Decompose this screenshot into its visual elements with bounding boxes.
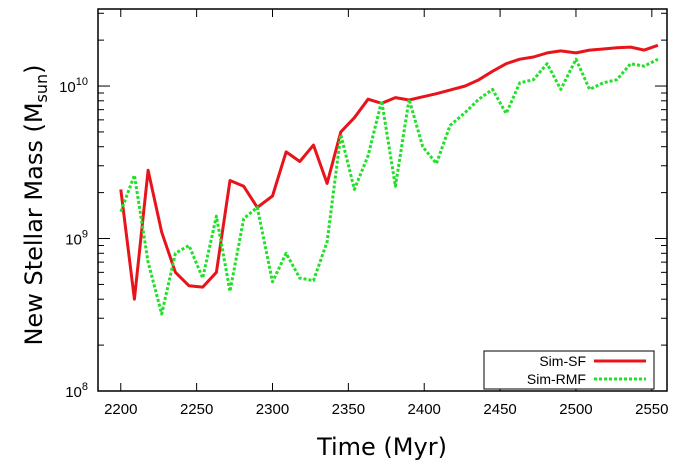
x-tick-label: 2200 xyxy=(104,401,137,418)
y-axis-title-main: New Stellar Mass (M xyxy=(20,102,48,345)
y-tick-label-base: 10 xyxy=(65,384,82,401)
x-tick-labels: 2200 2250 2300 2350 2400 2450 2500 2550 xyxy=(104,401,668,418)
x-tick-label: 2300 xyxy=(256,401,289,418)
y-axis-title-sub: sun xyxy=(32,74,51,103)
y-tick-label-base: 10 xyxy=(59,79,76,96)
legend-label-sim-sf: Sim-SF xyxy=(539,353,586,369)
x-tick-label: 2500 xyxy=(559,401,592,418)
legend: Sim-SF Sim-RMF xyxy=(483,350,655,390)
x-axis-title: Time (Myr) xyxy=(316,433,447,461)
y-tick-label: 108 xyxy=(65,381,88,401)
x-tick-label: 2250 xyxy=(180,401,213,418)
x-tick-label: 2550 xyxy=(635,401,668,418)
y-tick-label: 1010 xyxy=(59,76,88,96)
y-tick-label-exponent: 10 xyxy=(76,76,88,88)
y-tick-label: 109 xyxy=(65,229,88,249)
y-tick-label-exponent: 8 xyxy=(82,381,88,393)
legend-label-sim-rmf: Sim-RMF xyxy=(527,371,586,387)
legend-box xyxy=(483,350,655,390)
series-lines xyxy=(119,43,659,316)
x-tick-label: 2350 xyxy=(332,401,365,418)
y-axis-title-close: ) xyxy=(20,64,48,73)
series-line-sim-sf xyxy=(119,43,659,301)
y-tick-label-exponent: 9 xyxy=(82,229,88,241)
x-tick-label: 2400 xyxy=(408,401,441,418)
y-tick-label-base: 10 xyxy=(65,232,82,249)
series-line-sim-rmf xyxy=(119,57,659,316)
axis-ticks xyxy=(98,9,667,392)
x-tick-label: 2450 xyxy=(483,401,516,418)
plot-frame xyxy=(97,8,668,392)
y-axis-title: New Stellar Mass (Msun) xyxy=(20,64,51,345)
